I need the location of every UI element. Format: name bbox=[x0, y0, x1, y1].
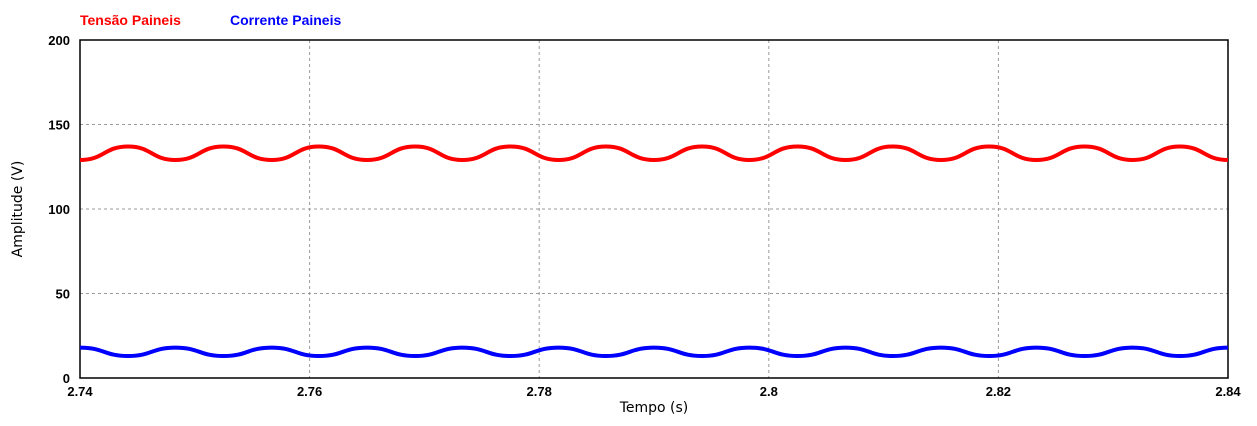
y-tick-label: 0 bbox=[63, 371, 70, 386]
x-tick-label: 2.74 bbox=[67, 384, 93, 399]
plot-frame bbox=[79, 39, 1229, 379]
tick-labels: 2.74 2.76 2.78 2.8 2.82 2.84 0 50 100 150 200 bbox=[48, 33, 1241, 399]
y-tick-label: 200 bbox=[48, 33, 70, 48]
y-tick-label: 100 bbox=[48, 202, 70, 217]
x-tick-label: 2.76 bbox=[297, 384, 322, 399]
legend: Tensão Paineis Corrente Paineis bbox=[80, 12, 341, 28]
series-line-1 bbox=[79, 144, 1229, 162]
x-axis-label: Tempo (s) bbox=[619, 400, 689, 416]
x-tick-label: 2.8 bbox=[760, 384, 778, 399]
x-tick-label: 2.84 bbox=[1215, 384, 1241, 399]
x-tick-label: 2.78 bbox=[527, 384, 552, 399]
y-tick-label: 50 bbox=[56, 287, 70, 302]
y-tick-label: 150 bbox=[48, 118, 70, 133]
y-axis-label: Amplitude (V) bbox=[10, 161, 26, 258]
x-tick-label: 2.82 bbox=[986, 384, 1011, 399]
grid-lines bbox=[80, 40, 1228, 378]
series-line-2 bbox=[79, 345, 1229, 359]
series-group bbox=[79, 144, 1229, 359]
legend-entry-2: Corrente Paineis bbox=[230, 12, 341, 28]
legend-entry-1: Tensão Paineis bbox=[80, 12, 181, 28]
